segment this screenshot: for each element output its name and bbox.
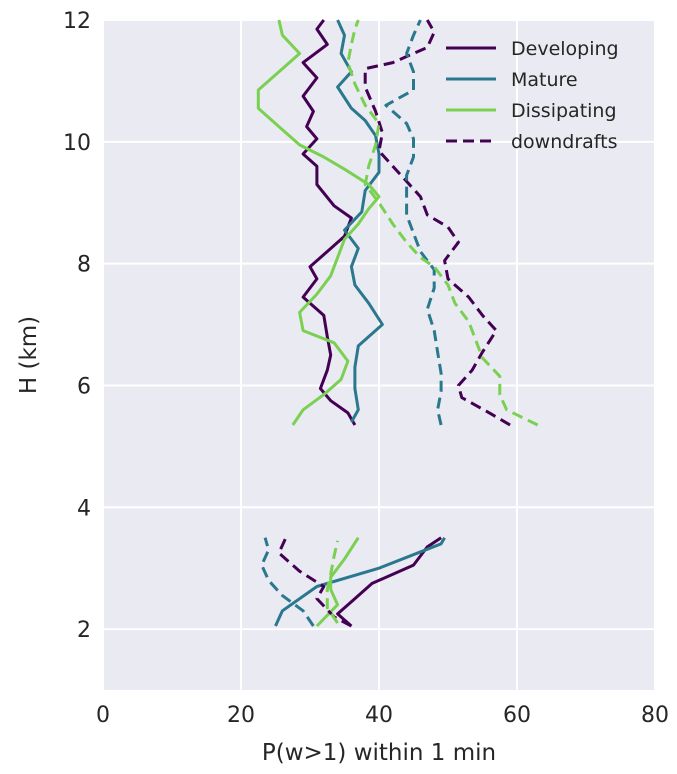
y-tick-label: 8 bbox=[77, 253, 91, 278]
series-mature-downdrafts bbox=[260, 19, 443, 627]
y-tick-label: 12 bbox=[63, 9, 91, 34]
x-tick-label: 80 bbox=[641, 703, 669, 728]
legend-label: downdrafts bbox=[511, 131, 618, 153]
x-tick-label: 0 bbox=[96, 703, 110, 728]
series-line bbox=[274, 536, 446, 627]
legend-label: Developing bbox=[511, 38, 619, 60]
legend: Developing Mature Dissipating downdrafts bbox=[446, 38, 619, 153]
legend-label: Dissipating bbox=[511, 100, 617, 122]
series-dissipating-downdrafts bbox=[325, 19, 539, 624]
y-axis-label: H (km) bbox=[16, 316, 42, 394]
series-line bbox=[336, 19, 384, 423]
series-line bbox=[325, 540, 340, 624]
y-tick-label: 2 bbox=[77, 618, 91, 643]
y-tick-label: 10 bbox=[63, 131, 91, 156]
series-line bbox=[346, 19, 539, 427]
series-line bbox=[315, 536, 360, 628]
y-tick-label: 6 bbox=[77, 374, 91, 399]
legend-label: Mature bbox=[511, 69, 578, 91]
series-line bbox=[260, 537, 315, 627]
series-line bbox=[256, 19, 381, 426]
series-layer bbox=[256, 19, 539, 628]
x-tick-label: 20 bbox=[227, 703, 255, 728]
tick-labels: 0 20 40 60 80 2 4 6 8 10 12 bbox=[63, 9, 669, 728]
series-line bbox=[384, 19, 443, 426]
series-mature bbox=[274, 19, 446, 627]
series-dissipating bbox=[256, 19, 381, 628]
y-tick-label: 4 bbox=[77, 496, 91, 521]
x-tick-label: 60 bbox=[503, 703, 531, 728]
series-line bbox=[301, 19, 357, 426]
x-axis-label: P(w>1) within 1 min bbox=[262, 740, 496, 766]
x-tick-label: 40 bbox=[365, 703, 393, 728]
series-line bbox=[363, 19, 511, 427]
